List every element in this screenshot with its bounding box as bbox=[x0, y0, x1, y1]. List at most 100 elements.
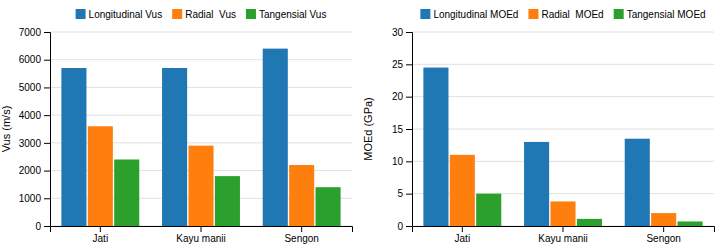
tick-label: 5 bbox=[397, 188, 403, 199]
y-tick: 2000 bbox=[19, 165, 50, 176]
legend-item: Longitudinal Vus bbox=[76, 9, 163, 20]
legend-item: Radial MOEd bbox=[528, 9, 603, 20]
y-axis: 0 5 10 15 20 25 30 bbox=[392, 27, 413, 232]
plot-area: 051015202530JatiKayu maniiSengonMOEd (GP… bbox=[362, 27, 715, 244]
grid-line bbox=[50, 32, 352, 33]
y-tick: 0 bbox=[35, 221, 50, 232]
bar bbox=[88, 126, 113, 226]
bar bbox=[678, 221, 703, 226]
legend-label: Longitudinal Vus bbox=[89, 9, 163, 20]
bar-series bbox=[61, 49, 287, 226]
legend-label: Radial Vus bbox=[185, 9, 236, 20]
y-tick: 20 bbox=[392, 91, 412, 102]
x-tick: Kayu manii bbox=[176, 226, 225, 244]
bar bbox=[188, 146, 213, 226]
panel: 051015202530JatiKayu maniiSengonMOEd (GP… bbox=[362, 9, 715, 244]
y-axis-title: Vus (m/s) bbox=[0, 106, 12, 153]
bar bbox=[651, 213, 676, 226]
x-axis: Jati Kayu manii Sengon bbox=[413, 226, 715, 244]
tick-mark bbox=[201, 226, 202, 232]
grid-line bbox=[412, 32, 714, 33]
tick-mark bbox=[406, 226, 412, 227]
x-tick: Sengon bbox=[284, 226, 318, 244]
bars bbox=[423, 68, 702, 226]
tick-label: 0 bbox=[397, 221, 403, 232]
tick-mark bbox=[406, 64, 412, 65]
bar bbox=[289, 165, 314, 226]
tick-mark bbox=[406, 194, 412, 195]
bar bbox=[524, 142, 549, 226]
tick-label: 3000 bbox=[19, 138, 42, 149]
y-tick: 25 bbox=[392, 59, 412, 70]
tick-label: 5000 bbox=[19, 82, 42, 93]
tick-mark bbox=[462, 226, 463, 232]
y-tick: 30 bbox=[392, 27, 412, 38]
tick-label: 20 bbox=[392, 91, 404, 102]
legend-swatch bbox=[76, 9, 86, 19]
axis-line bbox=[44, 33, 51, 227]
tick-label: 4000 bbox=[19, 110, 42, 121]
tick-label: Sengon bbox=[284, 233, 318, 244]
tick-label: Jati bbox=[455, 233, 471, 244]
bar-series bbox=[450, 155, 676, 226]
bar-series bbox=[114, 159, 340, 226]
axis-line bbox=[413, 227, 715, 233]
x-tick: Jati bbox=[455, 226, 471, 244]
bars bbox=[61, 49, 340, 226]
y-tick: 0 bbox=[397, 221, 412, 232]
bar bbox=[316, 187, 341, 226]
legend-label: Radial MOEd bbox=[541, 9, 603, 20]
tick-label: 6000 bbox=[19, 54, 42, 65]
axis-line bbox=[51, 227, 353, 233]
tick-mark bbox=[406, 161, 412, 162]
tick-label: 15 bbox=[392, 124, 404, 135]
bar bbox=[215, 176, 240, 226]
x-tick: Sengon bbox=[646, 226, 680, 244]
tick-mark bbox=[100, 226, 101, 232]
tick-label: Kayu manii bbox=[538, 233, 587, 244]
legend-item: Tangensial Vus bbox=[246, 9, 326, 20]
x-tick: Jati bbox=[93, 226, 109, 244]
legend-item: Longitudinal MOEd bbox=[420, 9, 518, 20]
grid-line bbox=[412, 129, 714, 130]
x-axis: Jati Kayu manii Sengon bbox=[51, 226, 353, 244]
legend: Longitudinal MOEd Radial MOEd Tangensial M… bbox=[420, 9, 705, 20]
tick-mark bbox=[44, 115, 50, 116]
chart-root: 01000200030004000500060007000JatiKayu ma… bbox=[0, 0, 724, 248]
grid bbox=[50, 32, 352, 226]
tick-mark bbox=[44, 198, 50, 199]
tick-label: 30 bbox=[392, 27, 404, 38]
y-axis: 01000200030004000500060007000 bbox=[19, 27, 51, 232]
y-tick: 10 bbox=[392, 156, 412, 167]
tick-mark bbox=[406, 129, 412, 130]
grid-line bbox=[50, 87, 352, 88]
legend-label: Longitudinal MOEd bbox=[433, 9, 518, 20]
tick-mark bbox=[301, 226, 302, 232]
legend-swatch bbox=[614, 9, 624, 19]
grid-line bbox=[50, 115, 352, 116]
y-tick: 5 bbox=[397, 188, 412, 199]
legend-swatch bbox=[172, 9, 182, 19]
legend-label: Tangensial Vus bbox=[259, 9, 326, 20]
bar bbox=[263, 49, 288, 226]
tick-mark bbox=[44, 143, 50, 144]
y-tick: 5000 bbox=[19, 82, 50, 93]
tick-mark bbox=[44, 32, 50, 33]
bar-series bbox=[88, 126, 314, 226]
tick-label: 10 bbox=[392, 156, 404, 167]
legend-swatch bbox=[246, 9, 256, 19]
grid-line bbox=[50, 59, 352, 60]
tick-mark bbox=[44, 226, 50, 227]
y-tick: 4000 bbox=[19, 110, 50, 121]
bar-series bbox=[476, 194, 702, 226]
tick-mark bbox=[563, 226, 564, 232]
grid bbox=[412, 32, 714, 226]
legend-label: Tangensial MOEd bbox=[627, 9, 706, 20]
bar bbox=[61, 68, 86, 226]
plot-area: 01000200030004000500060007000JatiKayu ma… bbox=[0, 27, 353, 244]
tick-label: 25 bbox=[392, 59, 404, 70]
panel: 01000200030004000500060007000JatiKayu ma… bbox=[0, 9, 353, 244]
tick-mark bbox=[44, 171, 50, 172]
bar bbox=[162, 68, 187, 226]
tick-mark bbox=[663, 226, 664, 232]
